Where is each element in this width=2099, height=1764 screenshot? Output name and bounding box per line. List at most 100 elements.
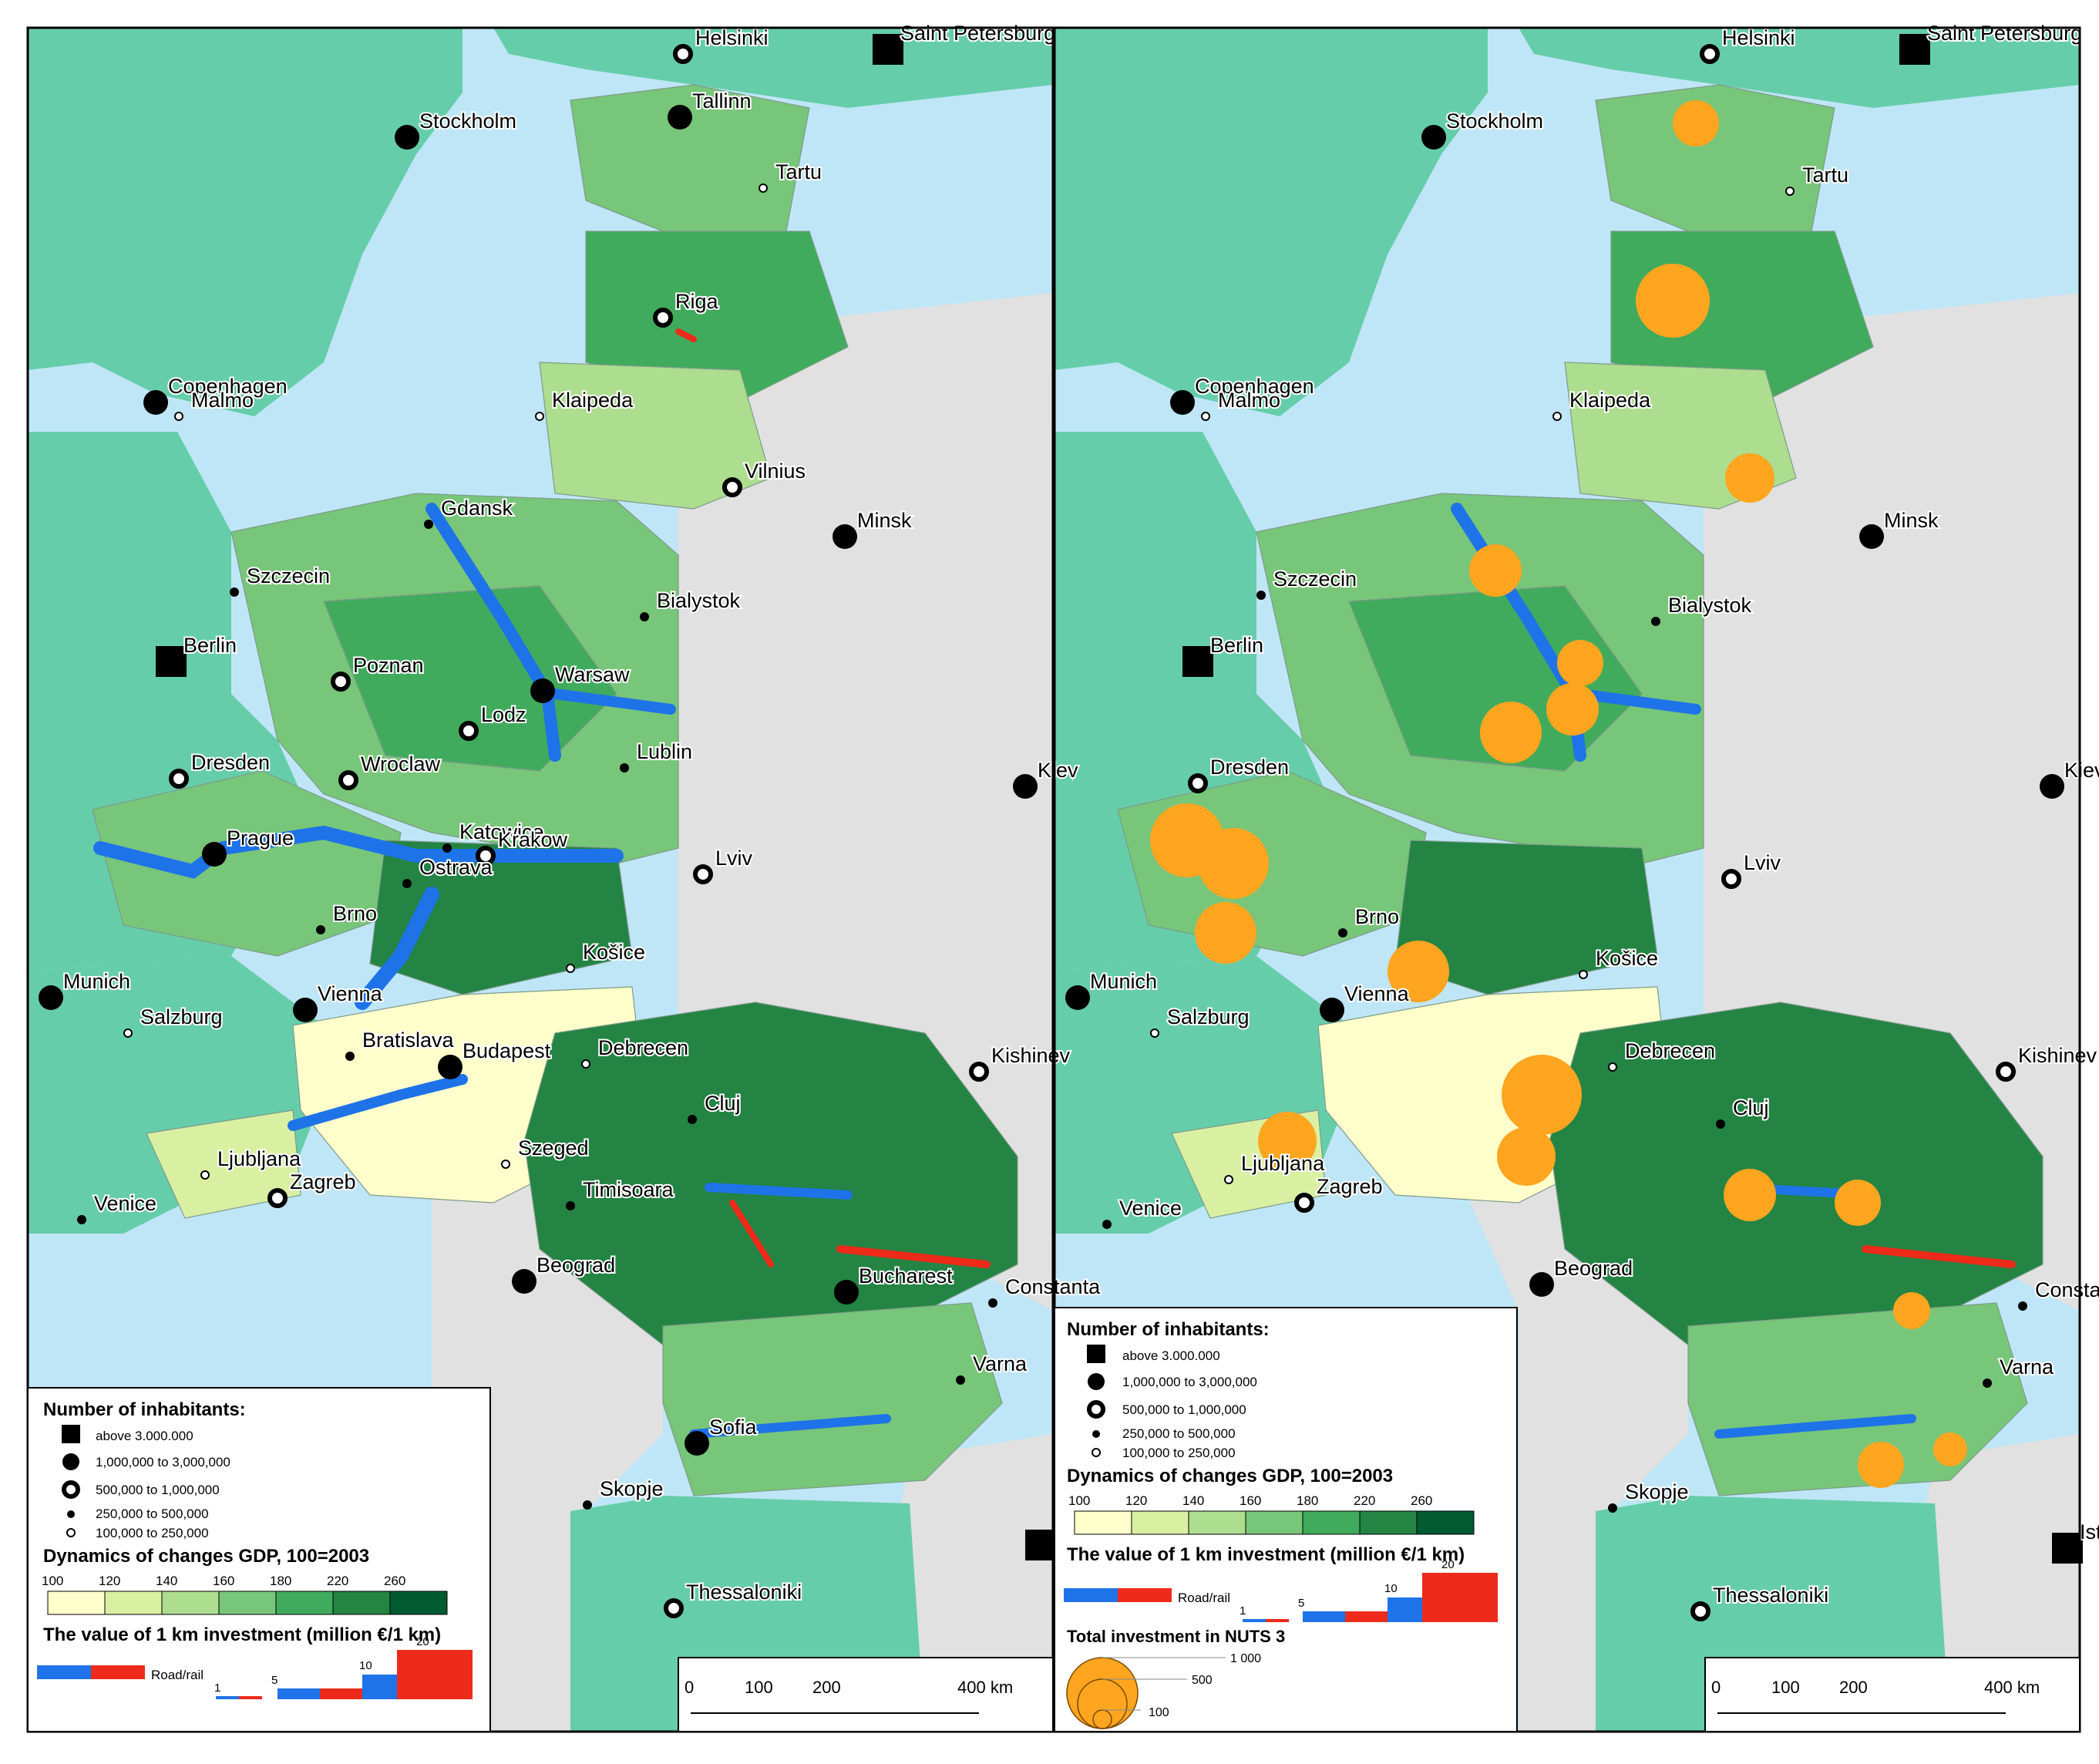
investment-bubble — [1725, 453, 1774, 503]
city-label: Thessaloniki — [1713, 1584, 1828, 1607]
region-romania — [1549, 1002, 2043, 1358]
city-marker — [1529, 1272, 1554, 1297]
city-marker — [1859, 524, 1884, 549]
gdp-break-label: 220 — [327, 1574, 348, 1588]
gdp-break-label: 120 — [1125, 1493, 1147, 1508]
city-label: Skopje — [600, 1477, 664, 1500]
step-label-5: 5 — [1298, 1597, 1304, 1610]
investment-bubble — [1258, 1112, 1317, 1170]
road-corridor — [93, 825, 624, 879]
city-marker — [156, 646, 187, 677]
road-corridor — [288, 1074, 468, 1131]
neighbor-scandinavia — [1055, 28, 1488, 416]
regions-right — [1117, 84, 2043, 1496]
scalebar-box — [678, 1657, 1054, 1732]
city-label: Vienna — [1344, 982, 1410, 1005]
gdp-break-label: 120 — [99, 1574, 120, 1588]
investment-bubble — [1724, 1169, 1776, 1221]
road-corridor — [426, 503, 561, 762]
city-marker — [395, 125, 419, 150]
rail-corridor — [836, 1245, 991, 1268]
city-label: Saint Petersburg — [900, 22, 1055, 45]
city-label: Lublin — [637, 740, 692, 763]
city-marker — [583, 1500, 592, 1510]
city-label: Beograd — [537, 1254, 615, 1277]
pop-square-symbol — [62, 1425, 80, 1443]
city-marker — [1182, 646, 1213, 677]
city-marker — [2040, 774, 2064, 799]
gdp-class-swatch — [275, 1591, 334, 1615]
city-marker — [640, 612, 649, 621]
city-marker — [1150, 1028, 1159, 1038]
right-legend: Number of inhabitants: above 3.000.000 1… — [1054, 1307, 1518, 1732]
city-marker — [169, 769, 189, 789]
city-label: Helsinki — [1722, 26, 1795, 49]
investment-bubble — [1636, 264, 1710, 338]
city-label: Sofia — [709, 1416, 758, 1439]
region-latvia — [585, 231, 849, 402]
city-marker — [988, 1298, 997, 1308]
scale-label-400: 400 km — [957, 1678, 1013, 1697]
city-label: Szeged — [518, 1136, 589, 1160]
city-marker — [1651, 617, 1660, 626]
total-investment-label-100: 100 — [1149, 1706, 1169, 1719]
step-bar-5-rail — [320, 1688, 362, 1699]
city-label: Tallinn — [692, 89, 752, 113]
city-marker — [535, 412, 544, 421]
gdp-break-label: 160 — [213, 1574, 234, 1588]
city-marker — [1256, 591, 1266, 600]
city-label: Bialystok — [1668, 594, 1752, 617]
pop-class-3: 500,000 to 1,000,000 — [1122, 1402, 1246, 1417]
city-marker — [566, 964, 575, 973]
investment-bubble — [1858, 1442, 1904, 1488]
city-marker — [1294, 1193, 1314, 1213]
city-marker — [969, 1062, 989, 1082]
city-marker — [653, 308, 673, 328]
city-marker — [1716, 1119, 1725, 1129]
rail-corridor — [729, 1200, 774, 1267]
city-label: Varna — [2000, 1355, 2054, 1379]
city-label: Constanta — [2035, 1278, 2099, 1301]
city-label: Gdansk — [441, 497, 513, 520]
city-marker — [1608, 1062, 1617, 1072]
step-bar-1-rail — [1266, 1619, 1289, 1622]
city-marker — [688, 1115, 697, 1124]
investment-bubble — [1502, 1055, 1582, 1135]
city-label: Zagreb — [290, 1170, 356, 1193]
pop-class-1: above 3.000.000 — [1122, 1348, 1220, 1363]
neighbor-finland — [493, 28, 1053, 108]
rail-corridor — [1862, 1245, 2016, 1268]
city-marker — [512, 1269, 537, 1294]
city-label: Vienna — [318, 982, 383, 1005]
city-label: Varna — [973, 1352, 1028, 1375]
city-marker — [438, 1055, 463, 1079]
city-marker — [1188, 773, 1208, 793]
city-marker — [200, 1170, 210, 1180]
city-label: Cluj — [1733, 1096, 1769, 1119]
city-marker — [1785, 187, 1795, 196]
gdp-class-swatch — [218, 1591, 277, 1615]
step-label-20: 20 — [1441, 1558, 1455, 1571]
city-label: Lviv — [1744, 851, 1781, 874]
right-map-frame — [1053, 26, 2081, 1733]
scale-label-0: 0 — [685, 1678, 694, 1697]
city-label: Bratislava — [362, 1028, 455, 1052]
scale-label-100: 100 — [745, 1678, 773, 1697]
step-bar-1-road — [216, 1696, 239, 1699]
pop-small-ring-symbol — [66, 1528, 76, 1537]
gdp-class-swatch — [1188, 1510, 1246, 1535]
pop-dot-symbol — [1088, 1373, 1105, 1390]
city-label: Brno — [1355, 905, 1399, 928]
population-legend-title: Number of inhabitants: — [1067, 1319, 1270, 1340]
city-label: Kiev — [1038, 759, 1078, 782]
region-bulgaria — [662, 1302, 1003, 1496]
region-slovakia — [1394, 840, 1658, 995]
city-marker — [1608, 1503, 1617, 1513]
investment-step-bars: 1 5 10 20 — [214, 1635, 473, 1699]
pop-class-4: 250,000 to 500,000 — [1122, 1426, 1236, 1441]
city-marker — [722, 477, 742, 497]
step-bar-20-rail — [397, 1650, 473, 1699]
city-marker — [338, 770, 358, 790]
city-label: Dresden — [191, 751, 270, 774]
city-marker — [424, 520, 433, 529]
